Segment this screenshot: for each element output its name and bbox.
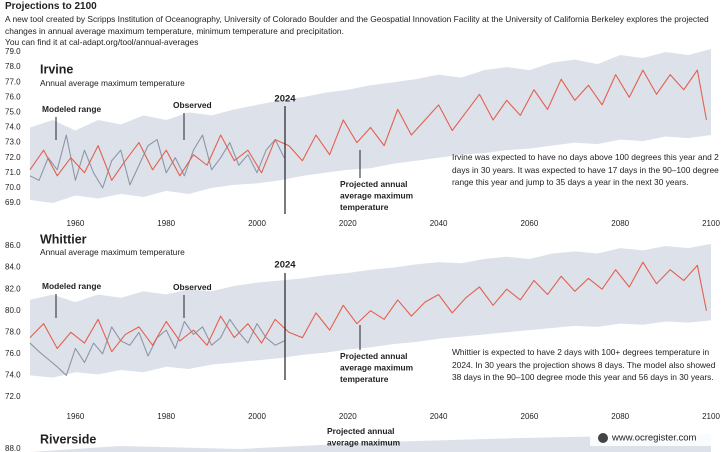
- y-tick-label: 73.0: [5, 138, 21, 147]
- observed-label: Observed: [173, 100, 212, 110]
- x-tick-label: 1960: [67, 412, 85, 421]
- observed-label: Observed: [173, 282, 212, 292]
- chart-subtitle: Annual average maximum temperature: [40, 247, 185, 257]
- credit: www.ocregister.com: [611, 433, 697, 444]
- chart-title: Irvine: [40, 62, 73, 76]
- x-tick-label: 2080: [611, 412, 629, 421]
- y-tick-label: 78.0: [5, 327, 21, 336]
- x-tick-label: 2040: [430, 412, 448, 421]
- y-tick-label: 74.0: [5, 371, 21, 380]
- projected-label: Projected annual average maximum temperatu…: [340, 351, 413, 384]
- x-tick-label: 2040: [430, 219, 448, 228]
- y-tick-label: 86.0: [5, 241, 21, 250]
- x-tick-label: 1980: [157, 412, 175, 421]
- x-tick-label: 2080: [611, 219, 629, 228]
- projected-line: [29, 261, 707, 353]
- y-tick-label: 75.0: [5, 108, 21, 117]
- intro-link: You can find it at cal-adapt.org/tool/an…: [5, 37, 199, 47]
- page-title: Projections to 2100: [5, 1, 97, 12]
- intro-text: A new tool created by Scripps Institutio…: [5, 14, 709, 36]
- marker-label: 2024: [274, 94, 296, 105]
- chart-note: Whittier is expected to have 2 days with…: [452, 347, 716, 383]
- marker-label: 2024: [274, 260, 296, 271]
- modeled-range-label: Modeled range: [42, 281, 101, 291]
- y-tick-label: 71.0: [5, 168, 21, 177]
- credit-logo: [598, 433, 608, 443]
- x-tick-label: 1960: [67, 219, 85, 228]
- x-tick-label: 2100: [702, 219, 720, 228]
- y-tick-label: 80.0: [5, 306, 21, 315]
- y-tick-label: 74.0: [5, 123, 21, 132]
- intro: A new tool created by Scripps Institutio…: [5, 14, 717, 49]
- y-tick-label: 72.0: [5, 153, 21, 162]
- credit-box: [590, 430, 725, 446]
- chart-subtitle: Annual average maximum temperature: [40, 78, 185, 88]
- x-tick-label: 2020: [339, 219, 357, 228]
- y-tick-label: 76.0: [5, 92, 21, 101]
- riverside-range: [30, 434, 711, 452]
- modeled-range: [30, 48, 711, 204]
- x-tick-label: 2100: [702, 412, 720, 421]
- y-tick-label: 77.0: [5, 77, 21, 86]
- observed-line: [29, 134, 285, 189]
- x-tick-label: 2000: [248, 412, 266, 421]
- y-tick-label: 69.0: [5, 198, 21, 207]
- x-tick-label: 2060: [521, 412, 539, 421]
- chart-title: Whittier: [40, 232, 87, 246]
- y-tick-label: 70.0: [5, 183, 21, 192]
- y-tick-label: 82.0: [5, 284, 21, 293]
- riverside-title: Riverside: [40, 432, 96, 446]
- y-tick-label: 72.0: [5, 392, 21, 401]
- modeled-range-label: Modeled range: [42, 104, 101, 114]
- projected-line: [29, 69, 708, 181]
- x-tick-label: 2060: [521, 219, 539, 228]
- y-tick-label: 79.0: [5, 47, 21, 56]
- x-tick-label: 2000: [248, 219, 266, 228]
- x-tick-label: 2020: [339, 412, 357, 421]
- chart-note: Irvine was expected to have no days abov…: [452, 152, 719, 188]
- y-tick-label: 88.0: [5, 444, 21, 452]
- y-tick-label: 84.0: [5, 263, 21, 272]
- riverside-label: Projected annual average maximum: [327, 426, 400, 448]
- projected-label: Projected annual average maximum temperatu…: [340, 179, 413, 212]
- y-tick-label: 76.0: [5, 349, 21, 358]
- y-tick-label: 78.0: [5, 62, 21, 71]
- x-tick-label: 1980: [157, 219, 175, 228]
